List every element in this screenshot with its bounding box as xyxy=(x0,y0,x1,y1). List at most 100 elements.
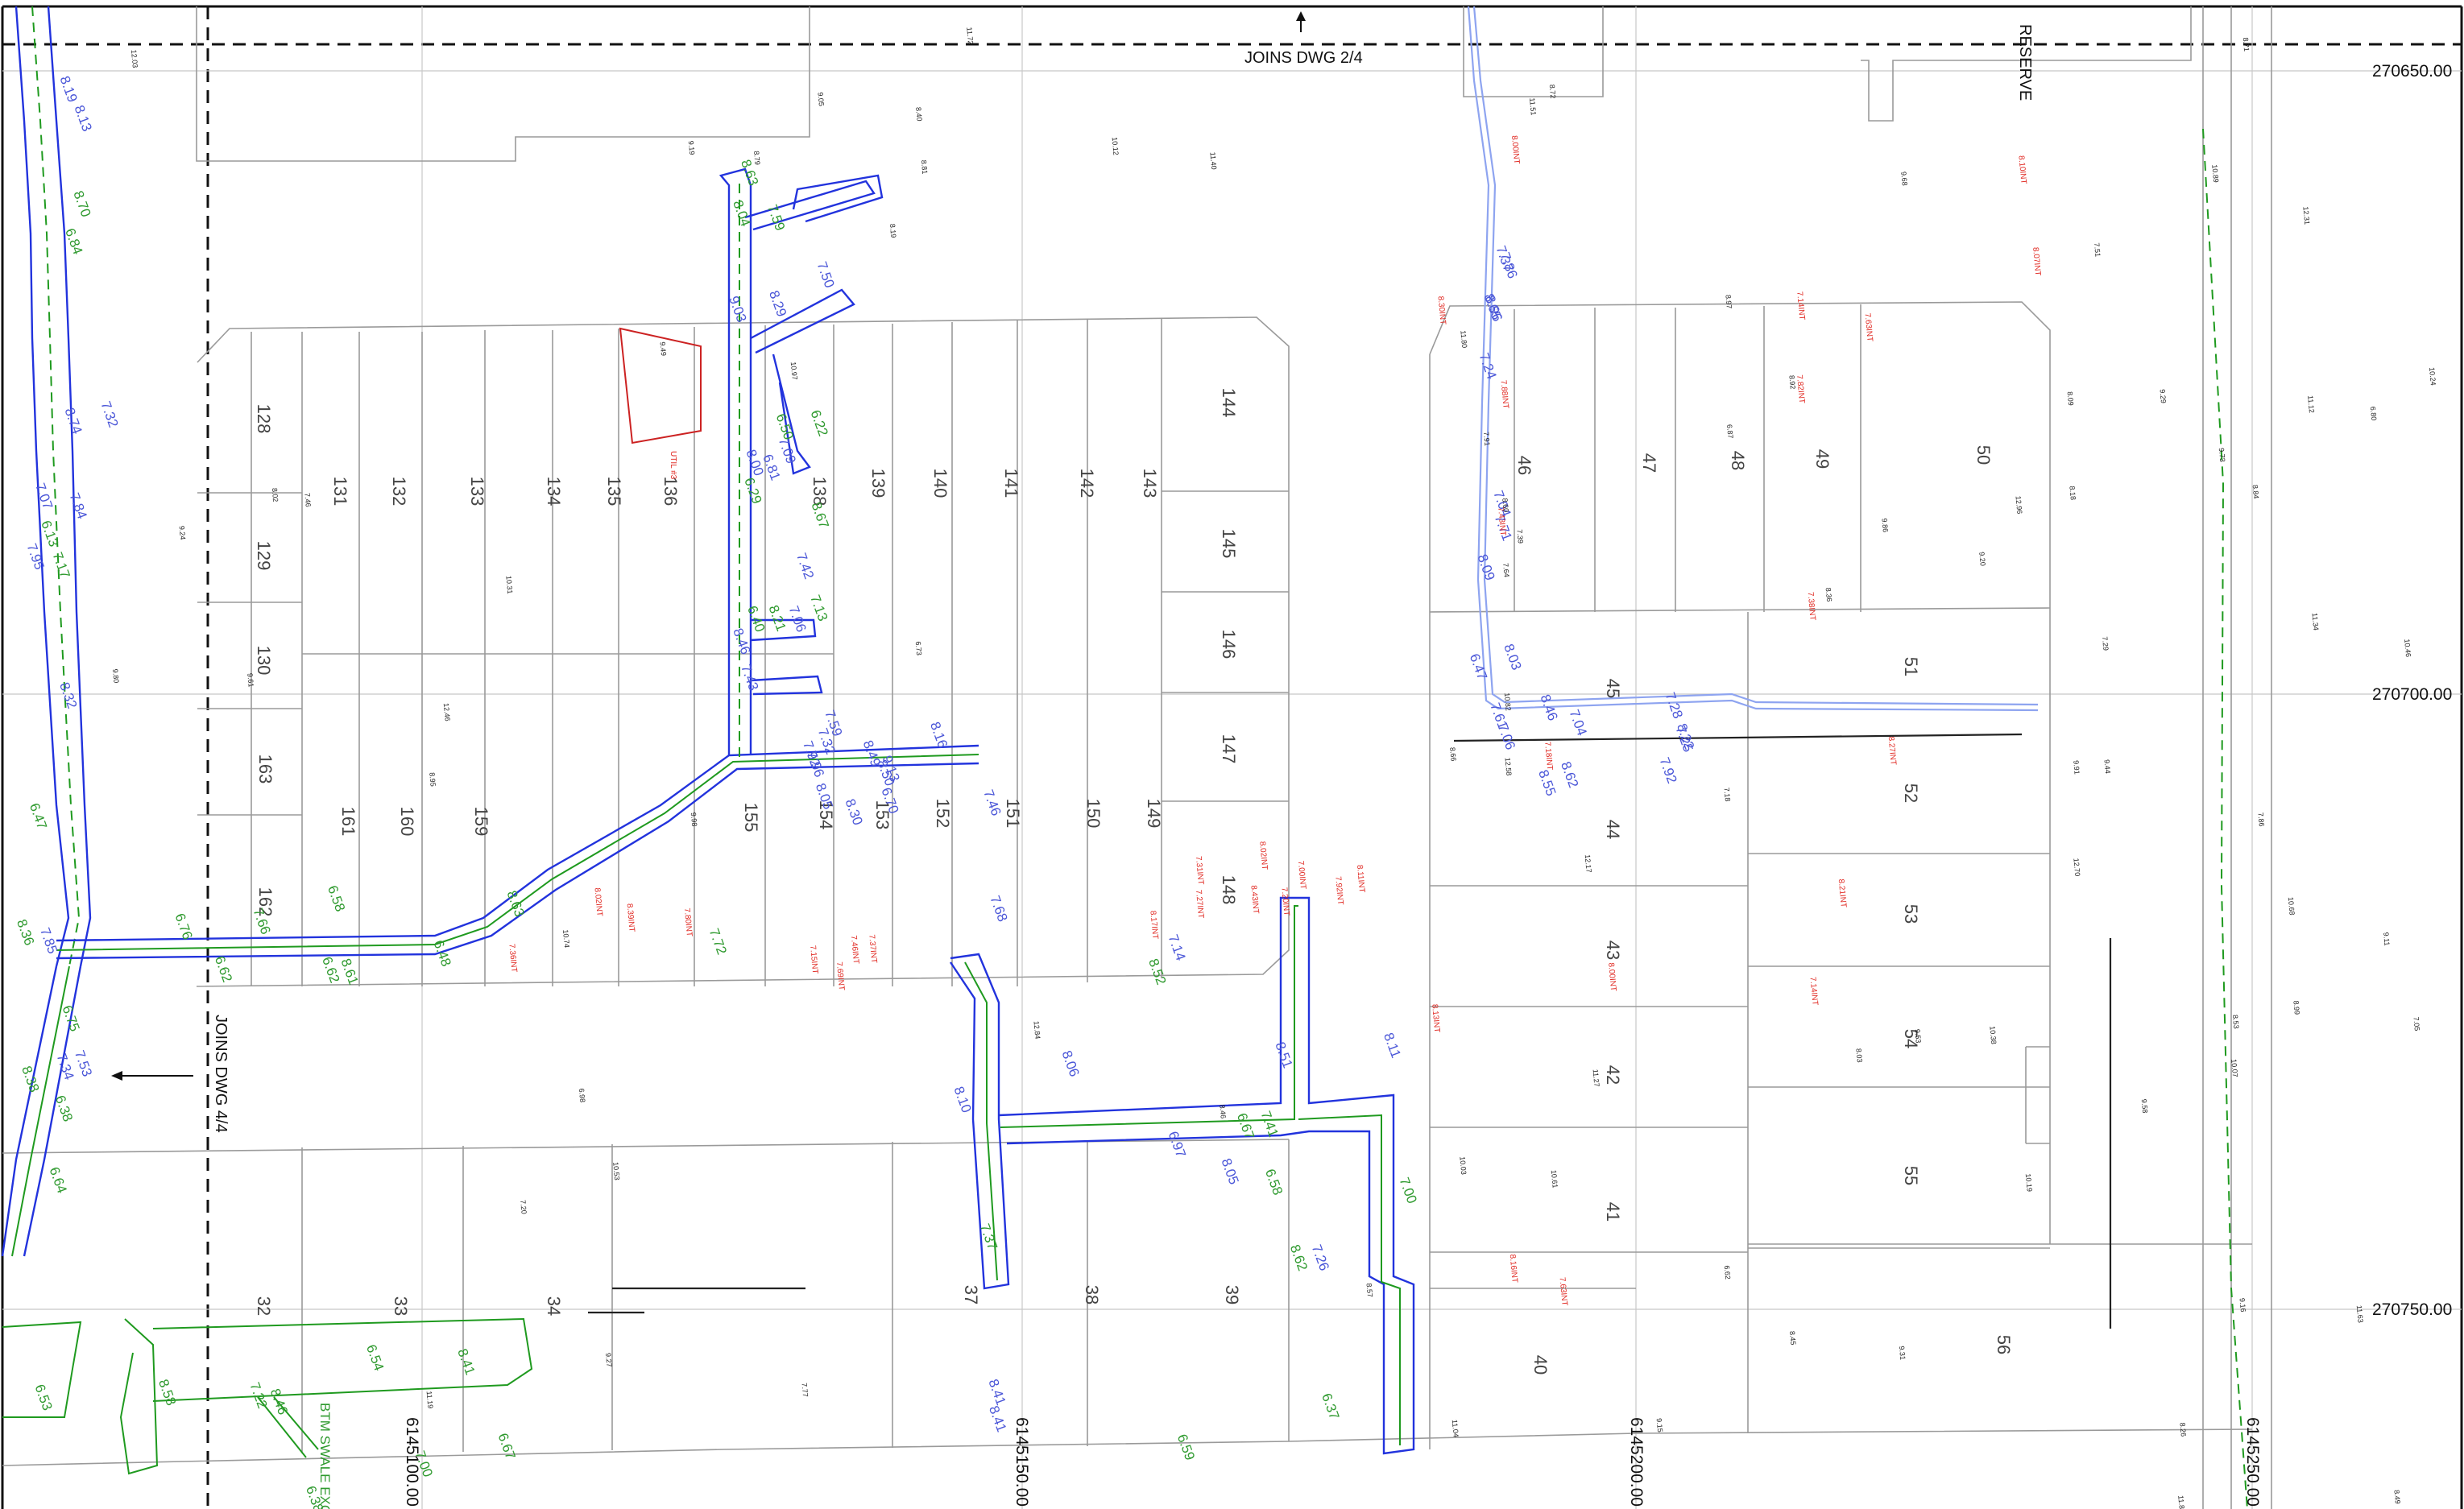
lot-label-33: 33 xyxy=(391,1296,411,1316)
level-blue-label: 7.06 xyxy=(785,604,809,635)
level-blue-label: 7.85 xyxy=(37,925,60,956)
level-red-label: 8.02INT xyxy=(1257,841,1269,870)
level-green-label: 6.75 xyxy=(59,1003,82,1034)
level-black-label: 9.91 xyxy=(2072,760,2081,775)
level-green-label: 6.50 xyxy=(773,411,797,442)
joins-top-label: JOINS DWG 2/4 xyxy=(1244,49,1363,67)
level-red-label: 7.92INT xyxy=(1333,876,1344,905)
level-red-label: 8.07INT xyxy=(2031,247,2042,276)
level-black-label: 12.46 xyxy=(442,703,452,721)
lot-label-163: 163 xyxy=(255,754,275,784)
level-green-label: 8.58 xyxy=(155,1377,179,1408)
level-black-label: 11.40 xyxy=(1208,151,1218,170)
level-red-label: 7.27INT xyxy=(1194,890,1205,919)
level-green-label: 7.17 xyxy=(49,550,72,581)
level-green-label: 8.61 xyxy=(338,957,361,987)
level-green-label: 7.72 xyxy=(706,926,730,957)
level-black-label: 7.20 xyxy=(519,1200,528,1214)
level-red-label: 7.36INT xyxy=(507,944,518,973)
level-blue-label: 8.30 xyxy=(843,797,866,828)
lot-label-160: 160 xyxy=(397,807,417,837)
level-green-label: 6.38 xyxy=(52,1094,76,1124)
lot-boundaries xyxy=(2,6,2272,1509)
level-black-label: 11.04 xyxy=(1451,1420,1460,1438)
level-blue-label: 8.74 xyxy=(61,406,85,436)
level-blue-label: 8.51 xyxy=(1272,1040,1295,1070)
level-blue-label: 8.03 xyxy=(1501,642,1524,672)
level-blue-label: 7.28 xyxy=(1663,690,1686,721)
level-black-label: 8.02 xyxy=(271,488,280,502)
level-black-label: 9.27 xyxy=(604,1353,613,1367)
level-red-label: 7.31INT xyxy=(1194,856,1205,885)
level-black-label: 8.40 xyxy=(914,107,923,122)
lot-label-32: 32 xyxy=(254,1296,274,1316)
level-blue-label: 8.13 xyxy=(72,103,95,134)
level-green-label: 6.76 xyxy=(172,912,195,942)
level-red-label: 8.21INT xyxy=(1837,879,1848,907)
lot-label-152: 152 xyxy=(933,799,953,829)
level-green-label: 6.59 xyxy=(1174,1432,1198,1462)
level-red-label: 8.11INT xyxy=(1355,865,1366,894)
lot-label-34: 34 xyxy=(544,1296,564,1316)
lot-label-135: 135 xyxy=(604,477,624,506)
level-red-label: 8.10INT xyxy=(2016,155,2027,184)
level-black-label: 11.19 xyxy=(425,1391,435,1409)
level-black-label: 8.72 xyxy=(1548,84,1557,98)
level-green-label: 7.13 xyxy=(807,593,830,623)
level-black-label: 8.49 xyxy=(2392,1490,2401,1504)
lot-label-148: 148 xyxy=(1219,875,1239,905)
easting-label-4: 6145250.00 xyxy=(2243,1417,2262,1507)
lot-label-42: 42 xyxy=(1603,1065,1623,1085)
level-blue-label: 8.29 xyxy=(766,288,789,319)
level-black-label: 9.44 xyxy=(2103,759,2112,774)
level-blue-label: 7.24 xyxy=(1476,351,1499,382)
easting-label-3: 6145200.00 xyxy=(1627,1417,1646,1507)
lot-label-56: 56 xyxy=(1994,1335,2014,1354)
match-lines xyxy=(2,6,2462,1509)
level-green-label: 8.52 xyxy=(1145,957,1169,987)
level-black-label: 11.80 xyxy=(1459,330,1468,349)
level-blue-label: 7.14 xyxy=(1165,932,1188,963)
lot-label-47: 47 xyxy=(1639,453,1659,473)
level-black-label: 11.12 xyxy=(2306,395,2316,414)
level-blue-label: 8.41 xyxy=(986,1404,1009,1434)
level-green-label: 6.40 xyxy=(744,604,768,635)
level-red-label: 7.20INT xyxy=(1279,887,1290,916)
level-black-label: 8.95 xyxy=(428,772,437,787)
level-black-label: 8.03 xyxy=(1854,1048,1863,1063)
swale-note: BTM SWALE EXCAVATION xyxy=(317,1403,333,1509)
level-black-label: 8.57 xyxy=(1365,1283,1374,1297)
level-red-label: 7.63INT xyxy=(1558,1277,1569,1306)
level-red-label: 7.00INT xyxy=(1296,861,1307,890)
level-black-label: 10.31 xyxy=(504,576,514,594)
level-black-label: 8.60 xyxy=(1501,498,1509,512)
level-black-label: 9.98 xyxy=(690,812,698,826)
level-black-label: 8.99 xyxy=(2292,1000,2300,1015)
level-black-label: 9.20 xyxy=(1977,552,1986,566)
level-blue-label: 6.97 xyxy=(1166,1129,1189,1160)
level-black-label: 10.74 xyxy=(561,929,571,948)
level-red-label: 7.15INT xyxy=(808,945,819,974)
level-green-label: 8.63 xyxy=(504,888,528,919)
level-blue-label: 7.50 xyxy=(814,259,837,290)
level-red-label: 7.43INT xyxy=(1496,506,1507,535)
west-drain-channel xyxy=(1,6,92,1257)
lot-labels: 128 129 130 131 132 133 134 135 136 138 139 140 141 1… xyxy=(254,388,2014,1375)
lot-label-136: 136 xyxy=(661,477,681,506)
level-black-label: 6.62 xyxy=(1723,1265,1732,1280)
level-black-label: 8.46 xyxy=(1218,1104,1227,1118)
level-black-label: 9.05 xyxy=(816,92,825,106)
level-black-label: 9.29 xyxy=(2159,389,2168,403)
level-black-label: 7.29 xyxy=(2101,636,2110,651)
level-blue-label: 8.16 xyxy=(927,720,950,750)
level-black-label: 9.58 xyxy=(2140,1098,2149,1113)
h-channel xyxy=(950,896,1415,1455)
level-black-label: 11.63 xyxy=(2355,1305,2365,1324)
northing-label-2: 270700.00 xyxy=(2372,685,2452,704)
level-black-label: 6.98 xyxy=(578,1088,586,1102)
level-red-label: 7.63INT xyxy=(1863,312,1874,341)
level-black-label: 11.34 xyxy=(2311,613,2321,631)
level-green-label: 6.37 xyxy=(1319,1391,1342,1422)
level-red-label: 8.30INT xyxy=(1436,296,1447,325)
easting-label-1: 6145100.00 xyxy=(403,1417,421,1507)
